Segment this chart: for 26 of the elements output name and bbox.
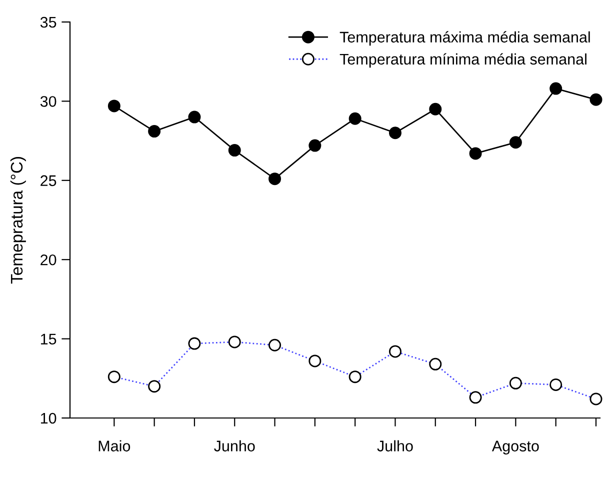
point (148, 125, 161, 138)
legend-label: Temperatura máxima média semanal (340, 31, 590, 46)
y-tick-label: 20 (40, 254, 56, 266)
x-tick-label: Julho (377, 440, 413, 452)
point (228, 144, 241, 157)
y-tick-label: 35 (40, 16, 56, 28)
x-tick-label: Agosto (492, 440, 539, 454)
point (108, 100, 120, 112)
point (188, 110, 201, 124)
y-tick-label: 25 (40, 175, 56, 186)
x-tick-label: Maio (98, 440, 130, 452)
point (348, 112, 362, 125)
point (590, 93, 602, 106)
point (388, 126, 402, 140)
y-tick-label: 10 (40, 412, 56, 424)
y-tick-label: 15 (40, 334, 56, 344)
point (509, 136, 522, 149)
x-tick-label: Junho (214, 440, 255, 452)
point (308, 139, 322, 152)
y-axis-title: Temepratura (°C) (10, 157, 26, 284)
point (550, 82, 562, 95)
point (268, 172, 282, 186)
point (429, 102, 442, 116)
legend-label: Temperatura mínima média semanal (340, 53, 586, 68)
y-tick-label: 30 (40, 96, 56, 107)
point (469, 147, 482, 160)
